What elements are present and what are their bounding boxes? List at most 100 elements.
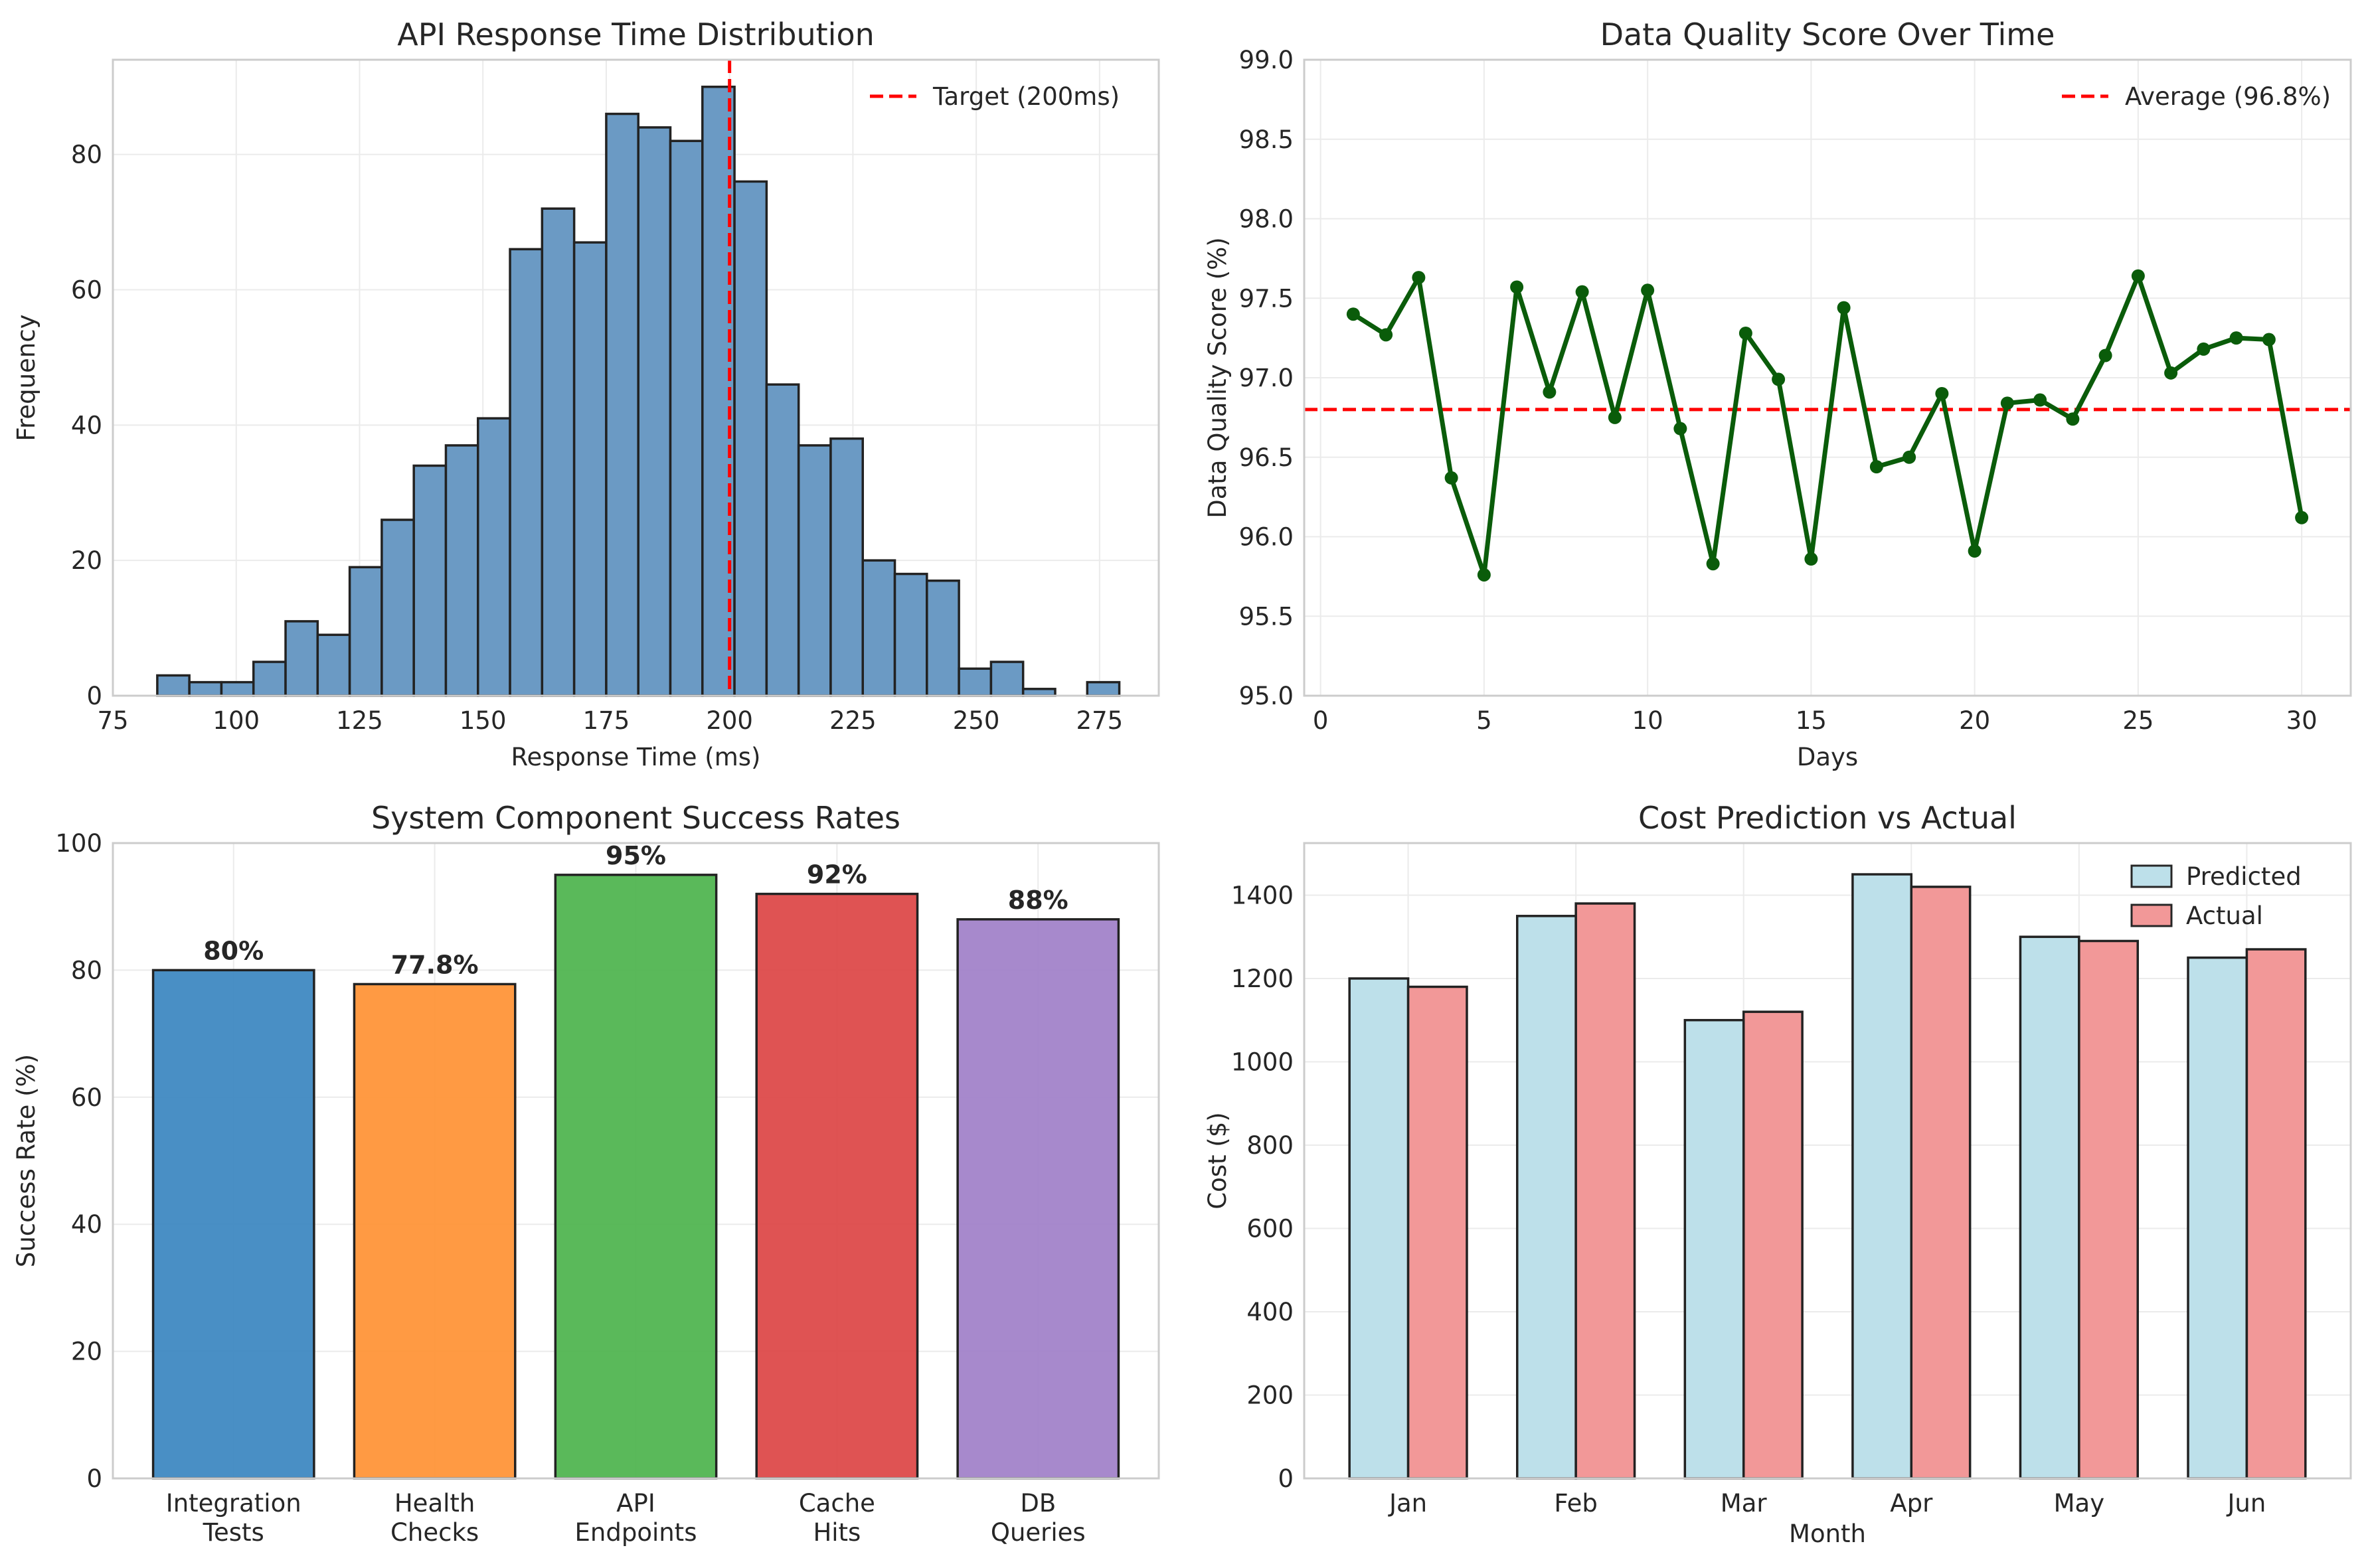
x-tick-label: Queries [991, 1518, 1086, 1547]
quality-point [2033, 393, 2047, 407]
quality-point [1673, 422, 1687, 435]
legend: Predicted Actual [2130, 862, 2302, 930]
chart-title: Data Quality Score Over Time [1600, 17, 2055, 52]
y-tick-label: 98.5 [1239, 125, 1294, 154]
chart-title: Cost Prediction vs Actual [1638, 800, 2017, 836]
histogram-bar [381, 518, 415, 697]
histogram-bar [926, 579, 960, 697]
legend: Average (96.8%) [2062, 82, 2331, 111]
x-axis-label: Month [1789, 1520, 1866, 1548]
quality-point [1968, 544, 1982, 558]
quality-point [1935, 386, 1949, 400]
quality-point [2131, 269, 2145, 283]
predicted-bar [1683, 1018, 1745, 1480]
legend: Target (200ms) [870, 82, 1120, 111]
chart-title: System Component Success Rates [371, 800, 900, 836]
x-tick-label: 200 [706, 706, 753, 735]
x-tick-label: DB [1020, 1489, 1056, 1518]
legend-label-average: Average (96.8%) [2125, 82, 2331, 111]
quality-point [1608, 410, 1622, 424]
quality-point [1346, 307, 1360, 321]
tick-labels: 0 20 40 60 80 75 100 125 150 175 200 225 250 275 [71, 141, 1123, 735]
chart-title: API Response Time Distribution [397, 17, 875, 52]
histogram-bar [605, 112, 639, 697]
x-tick-label: 30 [2286, 706, 2318, 735]
quality-point [2262, 333, 2276, 347]
panel-response-time-histogram: 0 20 40 60 80 75 100 125 150 175 200 225 250 275 API … [12, 17, 1160, 771]
histogram-bar [1086, 680, 1121, 697]
quality-point [1804, 552, 1818, 566]
histogram-bar [797, 444, 832, 697]
tick-labels: 0 200 400 600 800 1000 1200 1400 Jan Feb Mar Apr May… [1231, 881, 2266, 1518]
x-tick-label: 175 [583, 706, 630, 735]
predicted-bar [2019, 935, 2080, 1480]
x-tick-label: 125 [336, 706, 383, 735]
quality-point [1543, 385, 1557, 399]
x-axis-label: Days [1797, 743, 1858, 771]
x-tick-label: Checks [390, 1518, 479, 1547]
predicted-bar [1851, 873, 1913, 1480]
quality-point [1837, 301, 1851, 315]
x-tick-label: 5 [1476, 706, 1492, 735]
actual-bar [1910, 886, 1972, 1480]
y-tick-label: 200 [1246, 1381, 1294, 1409]
x-tick-label: 100 [212, 706, 260, 735]
histogram-bar [637, 126, 672, 697]
predicted-bar [1348, 977, 1410, 1480]
x-tick-label: Jan [1388, 1489, 1427, 1518]
histogram-bar [541, 207, 576, 697]
success-bar [755, 892, 919, 1480]
x-tick-label: 15 [1796, 706, 1827, 735]
x-tick-label: May [2054, 1489, 2105, 1518]
quality-point [2295, 510, 2309, 524]
predicted-bar [2187, 956, 2248, 1480]
histogram-bar [316, 633, 351, 697]
quality-point [1903, 450, 1916, 464]
histogram-bar [893, 572, 928, 697]
y-tick-label: 0 [86, 1464, 102, 1493]
plot-frame [112, 58, 1160, 697]
grid-lines [1304, 59, 2351, 696]
success-bar [554, 874, 718, 1480]
actual-bar [2245, 948, 2307, 1480]
histogram-bar [220, 680, 255, 697]
x-tick-label: Mar [1721, 1489, 1768, 1518]
bar-value-label: 80% [203, 936, 264, 965]
x-tick-label: Integration [166, 1489, 301, 1518]
y-tick-label: 0 [86, 682, 102, 710]
y-axis-label: Success Rate (%) [12, 1054, 41, 1267]
histogram-bar [861, 559, 896, 697]
histogram-bar [284, 620, 319, 697]
quality-point [1379, 328, 1393, 342]
histogram-bars [156, 86, 1121, 697]
quality-point [1706, 557, 1720, 571]
quality-point [1412, 271, 1426, 285]
tick-labels: 95.0 95.5 96.0 96.5 97.0 97.5 98.0 98.5 99.0 0 5 10… [1239, 46, 2318, 735]
histogram-bar [572, 241, 608, 697]
bar-value-label: 95% [606, 841, 666, 870]
y-tick-label: 20 [71, 1338, 102, 1366]
y-tick-label: 97.5 [1239, 284, 1294, 313]
x-tick-label: 0 [1313, 706, 1329, 735]
legend-label-target: Target (200ms) [932, 82, 1120, 111]
y-tick-label: 400 [1246, 1298, 1294, 1326]
x-tick-label: 10 [1632, 706, 1663, 735]
x-tick-label: Feb [1554, 1489, 1598, 1518]
y-tick-label: 96.0 [1239, 523, 1294, 552]
histogram-bar [477, 417, 511, 697]
y-tick-label: 95.5 [1239, 602, 1294, 631]
actual-bar [1406, 985, 1468, 1480]
y-tick-label: 95.0 [1239, 682, 1294, 710]
plot-frame [112, 842, 1160, 1480]
histogram-bar [509, 248, 544, 697]
legend-swatch-predicted [2130, 864, 2173, 888]
histogram-bar [669, 139, 704, 697]
histogram-bar [765, 383, 800, 697]
x-tick-label: 225 [829, 706, 877, 735]
histogram-bar [958, 667, 993, 697]
success-bar [353, 982, 517, 1480]
quality-point [2229, 331, 2243, 345]
histogram-bar [444, 444, 479, 697]
x-tick-label: Jun [2227, 1489, 2266, 1518]
